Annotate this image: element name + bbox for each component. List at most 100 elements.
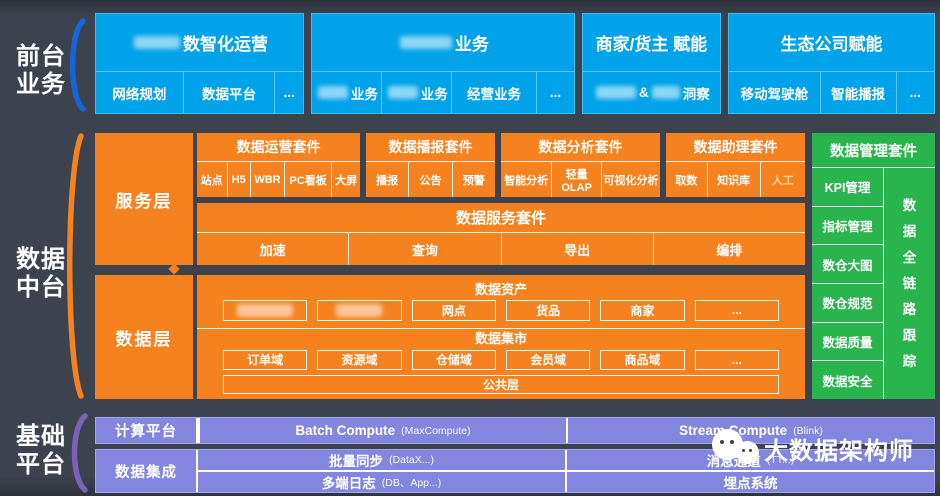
redacted-text [651,86,680,99]
text-segment: 订单域 [247,353,284,368]
integration-subrow: 多端日志 (DB、App...) 埋点系统 [198,470,934,492]
redacted-text [133,36,180,49]
wechat-icon [712,428,764,468]
cell-main-text: 批量同步 [329,454,384,469]
suite-item: 知识库 [706,162,760,197]
front-box: 生态公司赋能移动驾驶舱 智能播报... [728,13,935,114]
suite-item: WBR [249,162,284,197]
cell-sub-text: (Blink) [793,424,823,437]
data-asset-cell: 商家 [600,300,685,321]
data-asset-cell [223,300,308,321]
text-segment: & [638,85,649,100]
data-mart-cell: 仓储域 [411,349,496,370]
front-box: 业务 业务 业务 经营业务... [310,13,575,114]
management-item: 数仓规范 [812,284,883,323]
suite-item: 智能分析 [504,174,549,187]
text-segment: 生态公司赋能 [780,35,883,54]
text-segment: 商家/货主 赋能 [595,35,708,54]
front-box-title: 生态公司赋能 [729,14,934,72]
redacted-text [336,303,383,317]
text-segment: 数智化运营 [182,35,268,54]
cell-sub-text: (MaxCompute) [401,424,471,437]
suite-items: 智能分析 轻量OLAP 可视化分析 [501,162,660,197]
data-mart-cell: ... [694,349,779,370]
watermark-text: 大数据架构师 [764,437,914,465]
text-segment: 商家 [630,303,655,318]
data-integration-label: 数据集成 [96,450,198,492]
cell-sub-text: (DataX...) [389,454,434,466]
text-segment: 业务 [454,35,489,54]
text-segment: 智能播报 [831,86,886,102]
data-layer-box: 数据资产 网点 货品 商家... 数据集市 订单域 资源域 仓储域 会员域 商品域... 公… [197,275,805,399]
data-mart-cell: 会员域 [505,349,591,370]
front-box-items: 网络规划 数据平台... [96,72,303,113]
data-service-suite-title: 数据服务套件 [197,203,805,233]
management-item: 数据质量 [812,323,883,362]
group-label-line: 前台 [16,43,66,70]
data-assets-row: 网点 货品 商家... [223,300,779,321]
data-marts-row: 订单域 资源域 仓储域 会员域 商品域... [223,349,779,370]
data-layer-label: 数据层 [95,275,193,399]
service-suites-row: 数据运营套件 站点 H5 WBR PC看板 大屏 数据播报套件 播报 公告 预警 数据分析套件 智能分… [197,133,805,197]
front-box: 数智化运营网络规划 数据平台... [95,13,304,114]
cell-main-text: Batch Compute [295,423,396,438]
suite-item: PC看板 [284,162,331,197]
suite-item: H5 [226,162,250,197]
section-divider [197,327,805,329]
service-suite-item: 加速 [259,242,286,258]
text-segment: 数据平台 [202,86,257,102]
text-segment: 网点 [441,303,466,318]
suite-title: 数据分析套件 [501,133,660,162]
management-item: 数仓大图 [812,245,883,285]
data-asset-cell: 货品 [505,300,591,321]
suite-item: 取数 [675,174,698,187]
text-segment: 移动驾驶舱 [740,86,809,102]
compute-platform-label: 计算平台 [96,418,198,443]
integration-cell: 埋点系统 [565,472,934,492]
front-box-item: 业务 [380,72,451,113]
text-segment: 经营业务 [467,86,521,102]
suite-item: 公告 [408,162,451,197]
integration-cell: 批量同步 (DataX...) [198,450,565,470]
text-segment: 网络规划 [112,86,167,102]
service-suite-item: 编排 [652,233,805,265]
management-item: 指标管理 [812,207,883,246]
text-segment: 资源域 [341,353,378,368]
text-segment: 货品 [536,303,561,318]
data-asset-cell: 网点 [411,300,496,321]
suite-items: 取数 知识库 人工 [666,162,805,197]
brace-middle [67,133,84,399]
front-box-item: 经营业务 [450,72,537,113]
service-suite-item: 查询 [348,233,500,265]
suite-item: 大屏 [331,162,360,197]
suite-item: 人工 [759,162,805,197]
management-item: KPI管理 [812,168,883,207]
front-box-item: ... [274,72,303,113]
cell-main-text: 多端日志 [321,476,376,491]
front-box-item: 数据平台 [182,72,275,113]
suite-box: 数据运营套件 站点 H5 WBR PC看板 大屏 [197,133,360,197]
group-label-line: 平台 [16,451,66,478]
front-box-item: ... [895,72,934,113]
front-box-title: 商家/货主 赋能 [582,14,721,72]
data-mart-cell: 资源域 [317,349,402,370]
watermark: 大数据架构师 [712,428,914,468]
front-box-items: 业务 业务 经营业务... [312,72,574,113]
front-box-item: 移动驾驶舱 [729,72,820,113]
suite-box: 数据助理套件 取数 知识库 人工 [666,133,805,197]
vertical-char: 跟 [902,327,917,343]
full-link-tracking-label: 数据全链路跟踪 [884,168,935,399]
front-box: 商家/货主 赋能 & 洞察 [581,13,722,114]
data-integration-row: 数据集成 批量同步 (DataX...) 消息通道 (TT...) 多端日志 (DB、Ap… [95,449,935,493]
redacted-text [237,303,294,317]
cell-main-text: 埋点系统 [723,476,778,491]
brace-front [69,18,86,112]
management-items-column: KPI管理 指标管理 数仓大图 数仓规范 数据质量 数据安全 [812,168,884,399]
suite-title: 数据助理套件 [666,133,805,162]
text-segment: ... [549,85,562,100]
suite-box: 数据播报套件 播报 公告 预警 [366,133,495,197]
text-segment: 业务 [350,86,378,102]
data-management-suite: 数据管理套件 KPI管理 指标管理 数仓大图 数仓规范 数据质量 数据安全 数据全链路跟踪 [812,133,935,399]
suite-item: 站点 [200,174,223,187]
